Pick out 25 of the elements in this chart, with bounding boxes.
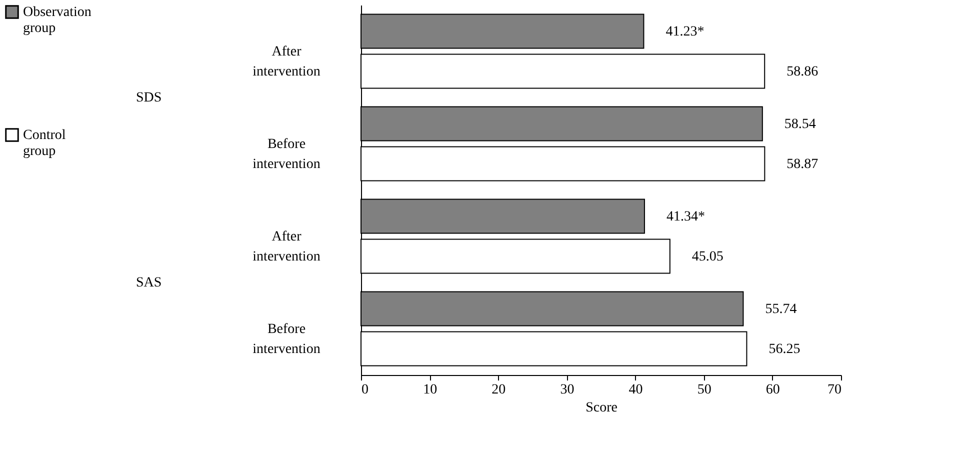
y-tick-label: Before intervention [252, 136, 320, 172]
x-tick-label: 60 [766, 382, 780, 398]
data-label: 55.74 [765, 302, 797, 317]
x-tick-label: 20 [492, 382, 506, 398]
legend-label: Control group [23, 128, 66, 159]
x-tick-label: 0 [362, 382, 368, 398]
x-tick-label: 50 [697, 382, 712, 398]
y-tick-label: Before intervention [252, 322, 320, 357]
data-label: 58.86 [786, 64, 818, 80]
data-label: 41.23* [666, 24, 704, 40]
x-tick-label: 40 [628, 382, 643, 398]
x-tick-label: 30 [560, 382, 574, 398]
text: SDS [136, 90, 162, 106]
text: SAS [136, 276, 162, 290]
x-tick-label: 10 [423, 382, 438, 398]
y-tick-label: After intervention [252, 44, 320, 80]
x-tick-label: 70 [828, 382, 842, 398]
data-label: 45.05 [692, 249, 724, 264]
data-label: 58.87 [786, 156, 818, 172]
data-label: 56.25 [768, 342, 800, 357]
data-label: 41.34* [666, 209, 705, 224]
data-label: 58.54 [784, 116, 816, 132]
legend-label: Observation group [23, 5, 92, 36]
x-axis-title: Score [586, 400, 618, 416]
y-tick-label: After intervention [252, 229, 320, 264]
